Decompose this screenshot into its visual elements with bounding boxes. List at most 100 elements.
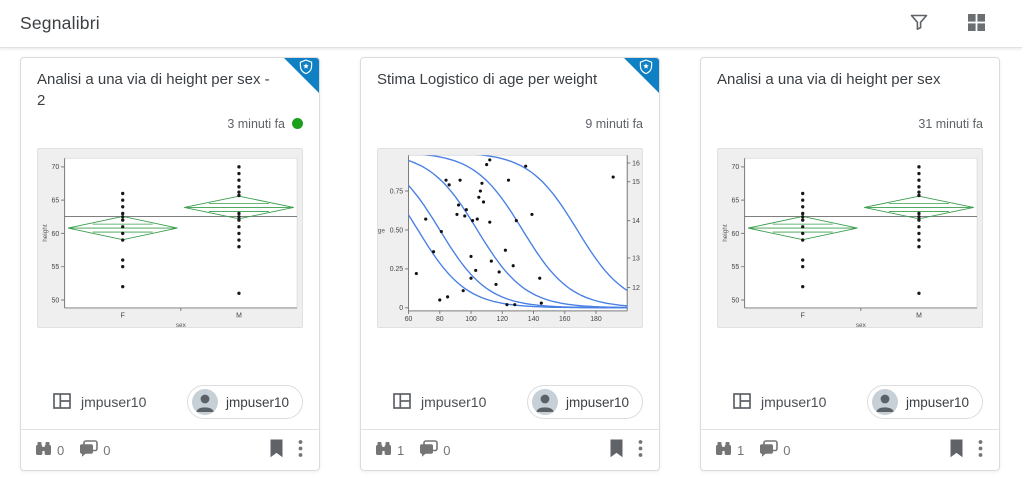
card-meta-row: jmpuser10 jmpuser10 bbox=[37, 385, 303, 429]
svg-text:140: 140 bbox=[528, 316, 540, 323]
card-meta-row: jmpuser10 jmpuser10 bbox=[377, 385, 643, 429]
svg-text:0: 0 bbox=[399, 305, 403, 312]
svg-text:50: 50 bbox=[732, 297, 740, 304]
card-body: Stima Logistico di age per weight 9 minu… bbox=[361, 58, 659, 429]
views-stat: 1 bbox=[715, 441, 744, 459]
bookmark-card[interactable]: Analisi a una via di height per sex 31 m… bbox=[700, 57, 1000, 471]
app-header: Segnalibri bbox=[0, 0, 1022, 48]
svg-text:55: 55 bbox=[52, 264, 60, 271]
comments-count: 0 bbox=[103, 442, 111, 458]
svg-text:14: 14 bbox=[632, 218, 640, 225]
comments-stat: 0 bbox=[419, 440, 450, 460]
comments-count: 0 bbox=[443, 442, 451, 458]
svg-text:16: 16 bbox=[632, 160, 640, 167]
svg-text:70: 70 bbox=[52, 164, 60, 171]
bookmark-card[interactable]: Stima Logistico di age per weight 9 minu… bbox=[360, 57, 660, 471]
bookmark-card[interactable]: Analisi a una via di height per sex - 2 … bbox=[20, 57, 320, 471]
svg-text:height: height bbox=[42, 224, 49, 242]
svg-text:120: 120 bbox=[497, 316, 509, 323]
svg-text:55: 55 bbox=[732, 264, 740, 271]
owner-chip[interactable]: jmpuser10 bbox=[866, 385, 983, 419]
grid-view-icon bbox=[967, 13, 986, 35]
card-footer: 1 0 bbox=[701, 429, 999, 470]
kebab-menu-icon bbox=[298, 439, 303, 461]
report-thumbnail[interactable]: 0 0.25 0.50 0.75 age 12 13 14 15 16 60 80 100 120 140 1… bbox=[377, 148, 643, 328]
svg-text:160: 160 bbox=[559, 316, 571, 323]
filter-button[interactable] bbox=[905, 8, 933, 39]
card-timestamp-row: 3 minuti fa bbox=[37, 115, 303, 132]
data-table-link[interactable]: jmpuser10 bbox=[386, 390, 492, 415]
data-table-icon bbox=[392, 391, 412, 414]
header-actions bbox=[905, 8, 1002, 39]
comments-stat: 0 bbox=[79, 440, 110, 460]
svg-text:70: 70 bbox=[732, 164, 740, 171]
svg-text:age: age bbox=[378, 227, 385, 234]
timestamp-label: 3 minuti fa bbox=[227, 116, 285, 131]
views-binoculars-icon bbox=[715, 441, 732, 459]
card-footer: 1 0 bbox=[361, 429, 659, 470]
data-table-name: jmpuser10 bbox=[421, 394, 487, 410]
views-stat: 1 bbox=[375, 441, 404, 459]
card-timestamp-row: 31 minuti fa bbox=[717, 115, 983, 132]
more-options-button[interactable] bbox=[294, 435, 307, 465]
views-count: 0 bbox=[57, 442, 65, 458]
kebab-menu-icon bbox=[978, 439, 983, 461]
svg-text:F: F bbox=[801, 312, 805, 319]
owner-chip[interactable]: jmpuser10 bbox=[186, 385, 303, 419]
bookmark-card-grid: Analisi a una via di height per sex - 2 … bbox=[0, 48, 1022, 471]
svg-text:60: 60 bbox=[52, 231, 60, 238]
card-timestamp-row: 9 minuti fa bbox=[377, 115, 643, 132]
card-body: Analisi a una via di height per sex - 2 … bbox=[21, 58, 319, 429]
svg-text:0.75: 0.75 bbox=[390, 188, 404, 195]
views-binoculars-icon bbox=[375, 441, 392, 459]
owner-chip[interactable]: jmpuser10 bbox=[526, 385, 643, 419]
card-title: Stima Logistico di age per weight bbox=[377, 71, 598, 88]
svg-text:60: 60 bbox=[405, 316, 413, 323]
comments-icon bbox=[419, 440, 439, 460]
data-table-icon bbox=[52, 391, 72, 414]
svg-text:100: 100 bbox=[465, 316, 477, 323]
svg-text:80: 80 bbox=[436, 316, 444, 323]
card-body: Analisi a una via di height per sex 31 m… bbox=[701, 58, 999, 429]
data-table-link[interactable]: jmpuser10 bbox=[726, 390, 832, 415]
status-dot bbox=[292, 118, 303, 129]
comments-icon bbox=[759, 440, 779, 460]
svg-text:M: M bbox=[916, 312, 922, 319]
certified-shield-badge-icon bbox=[623, 58, 659, 94]
filter-funnel-icon bbox=[909, 12, 929, 35]
bookmark-button[interactable] bbox=[265, 435, 288, 465]
svg-text:sex: sex bbox=[856, 322, 867, 327]
svg-text:0.25: 0.25 bbox=[390, 266, 404, 273]
svg-text:15: 15 bbox=[632, 179, 640, 186]
avatar bbox=[871, 389, 898, 415]
more-options-button[interactable] bbox=[974, 435, 987, 465]
svg-text:65: 65 bbox=[52, 197, 60, 204]
kebab-menu-icon bbox=[638, 439, 643, 461]
card-actions bbox=[605, 435, 647, 465]
bookmark-button[interactable] bbox=[605, 435, 628, 465]
svg-text:12: 12 bbox=[632, 285, 640, 292]
more-options-button[interactable] bbox=[634, 435, 647, 465]
card-actions bbox=[265, 435, 307, 465]
svg-text:65: 65 bbox=[732, 197, 740, 204]
views-count: 1 bbox=[737, 442, 745, 458]
owner-name: jmpuser10 bbox=[905, 394, 969, 410]
bookmark-button[interactable] bbox=[945, 435, 968, 465]
svg-text:M: M bbox=[236, 312, 242, 319]
svg-text:height: height bbox=[722, 224, 729, 242]
owner-name: jmpuser10 bbox=[225, 394, 289, 410]
svg-text:sex: sex bbox=[176, 322, 187, 327]
views-binoculars-icon bbox=[35, 441, 52, 459]
data-table-link[interactable]: jmpuser10 bbox=[46, 390, 152, 415]
bookmark-filled-icon bbox=[609, 439, 624, 461]
svg-text:180: 180 bbox=[590, 316, 602, 323]
grid-view-button[interactable] bbox=[963, 9, 990, 39]
svg-text:60: 60 bbox=[732, 231, 740, 238]
card-meta-row: jmpuser10 jmpuser10 bbox=[717, 385, 983, 429]
timestamp-label: 9 minuti fa bbox=[585, 116, 643, 131]
